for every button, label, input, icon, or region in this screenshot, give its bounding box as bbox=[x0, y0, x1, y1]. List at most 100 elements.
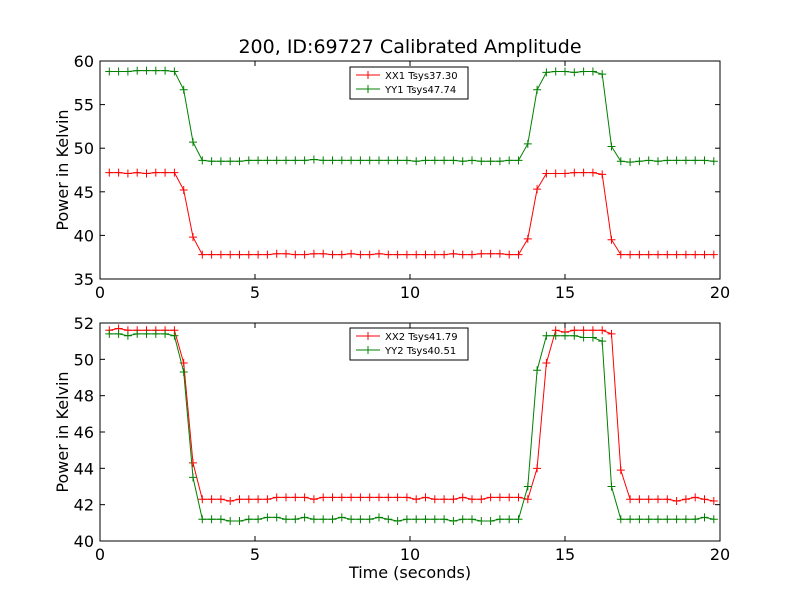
y-tick-label: 40 bbox=[74, 532, 94, 551]
data-point bbox=[607, 235, 616, 244]
data-point bbox=[672, 156, 681, 165]
data-point bbox=[691, 515, 700, 524]
data-point bbox=[477, 157, 486, 166]
data-point bbox=[309, 249, 318, 258]
data-point bbox=[542, 358, 551, 367]
data-point bbox=[375, 156, 383, 165]
data-point bbox=[421, 156, 430, 165]
data-point bbox=[654, 495, 662, 504]
data-point bbox=[179, 85, 188, 94]
data-point bbox=[542, 68, 551, 77]
data-point bbox=[151, 329, 160, 338]
data-point bbox=[263, 250, 272, 259]
data-point bbox=[244, 250, 253, 259]
data-point bbox=[282, 515, 290, 524]
data-point bbox=[477, 495, 486, 504]
data-point bbox=[616, 515, 625, 524]
data-point bbox=[133, 329, 142, 338]
data-point bbox=[179, 186, 188, 195]
data-point bbox=[207, 157, 216, 166]
chart-title: 200, ID:69727 Calibrated Amplitude bbox=[238, 36, 581, 58]
data-point bbox=[691, 250, 700, 259]
data-point bbox=[356, 250, 365, 259]
data-point bbox=[626, 158, 635, 167]
data-point bbox=[235, 250, 244, 259]
data-point bbox=[226, 497, 235, 506]
series-xx2 bbox=[105, 324, 718, 506]
data-point bbox=[282, 493, 290, 502]
data-point bbox=[198, 515, 207, 524]
data-point bbox=[170, 168, 179, 177]
data-point bbox=[440, 156, 449, 165]
data-point bbox=[254, 495, 263, 504]
data-point bbox=[300, 156, 309, 165]
y-tick-label: 40 bbox=[74, 226, 94, 245]
data-point bbox=[170, 67, 179, 76]
data-point bbox=[319, 156, 328, 165]
data-point bbox=[514, 493, 523, 502]
data-point bbox=[523, 495, 532, 504]
data-point bbox=[123, 331, 132, 340]
data-point bbox=[328, 250, 337, 259]
data-point bbox=[300, 513, 309, 522]
data-point bbox=[570, 331, 579, 340]
data-point bbox=[672, 497, 681, 506]
data-point bbox=[356, 156, 365, 165]
data-point bbox=[272, 493, 281, 502]
data-point bbox=[114, 329, 123, 338]
data-point bbox=[375, 249, 383, 258]
data-point bbox=[393, 250, 402, 259]
data-point bbox=[421, 515, 430, 524]
legend-label: XX1 Tsys37.30 bbox=[385, 71, 458, 82]
data-point bbox=[263, 495, 272, 504]
data-point bbox=[468, 156, 476, 165]
data-point bbox=[486, 517, 495, 526]
data-point bbox=[607, 329, 616, 338]
data-point bbox=[114, 67, 123, 76]
data-point bbox=[263, 156, 272, 165]
x-tick-label: 20 bbox=[710, 283, 730, 302]
y-axis-label: Power in Kelvin bbox=[53, 371, 72, 492]
data-point bbox=[523, 234, 532, 243]
data-point bbox=[495, 493, 504, 502]
x-tick-label: 15 bbox=[555, 283, 575, 302]
legend-marker bbox=[364, 85, 372, 93]
data-point bbox=[161, 66, 170, 75]
data-point bbox=[309, 515, 318, 524]
data-point bbox=[663, 495, 672, 504]
data-point bbox=[105, 168, 114, 177]
data-point bbox=[681, 495, 690, 504]
data-point bbox=[700, 495, 709, 504]
x-axis-label: Time (seconds) bbox=[348, 563, 471, 582]
data-point bbox=[440, 495, 449, 504]
data-point bbox=[468, 250, 476, 259]
data-point bbox=[486, 493, 495, 502]
x-tick-label: 10 bbox=[400, 283, 420, 302]
y-tick-label: 50 bbox=[74, 350, 94, 369]
data-point bbox=[588, 168, 597, 177]
data-point bbox=[133, 66, 142, 75]
data-point bbox=[588, 326, 597, 335]
data-point bbox=[533, 85, 542, 94]
data-point bbox=[430, 495, 439, 504]
data-point bbox=[282, 156, 290, 165]
data-point bbox=[644, 156, 653, 165]
legend-box bbox=[349, 327, 469, 361]
data-point bbox=[654, 515, 662, 524]
data-point bbox=[226, 157, 235, 166]
series-xx1 bbox=[105, 168, 718, 259]
data-point bbox=[449, 517, 458, 526]
data-point bbox=[123, 67, 132, 76]
data-point bbox=[709, 497, 718, 506]
data-point bbox=[626, 250, 635, 259]
data-point bbox=[272, 249, 281, 258]
data-point bbox=[468, 515, 476, 524]
data-point bbox=[691, 493, 700, 502]
data-point bbox=[254, 515, 263, 524]
data-point bbox=[328, 156, 337, 165]
data-point bbox=[337, 513, 346, 522]
legend-marker bbox=[364, 346, 372, 354]
data-point bbox=[412, 515, 421, 524]
x-tick-label: 0 bbox=[95, 545, 105, 564]
